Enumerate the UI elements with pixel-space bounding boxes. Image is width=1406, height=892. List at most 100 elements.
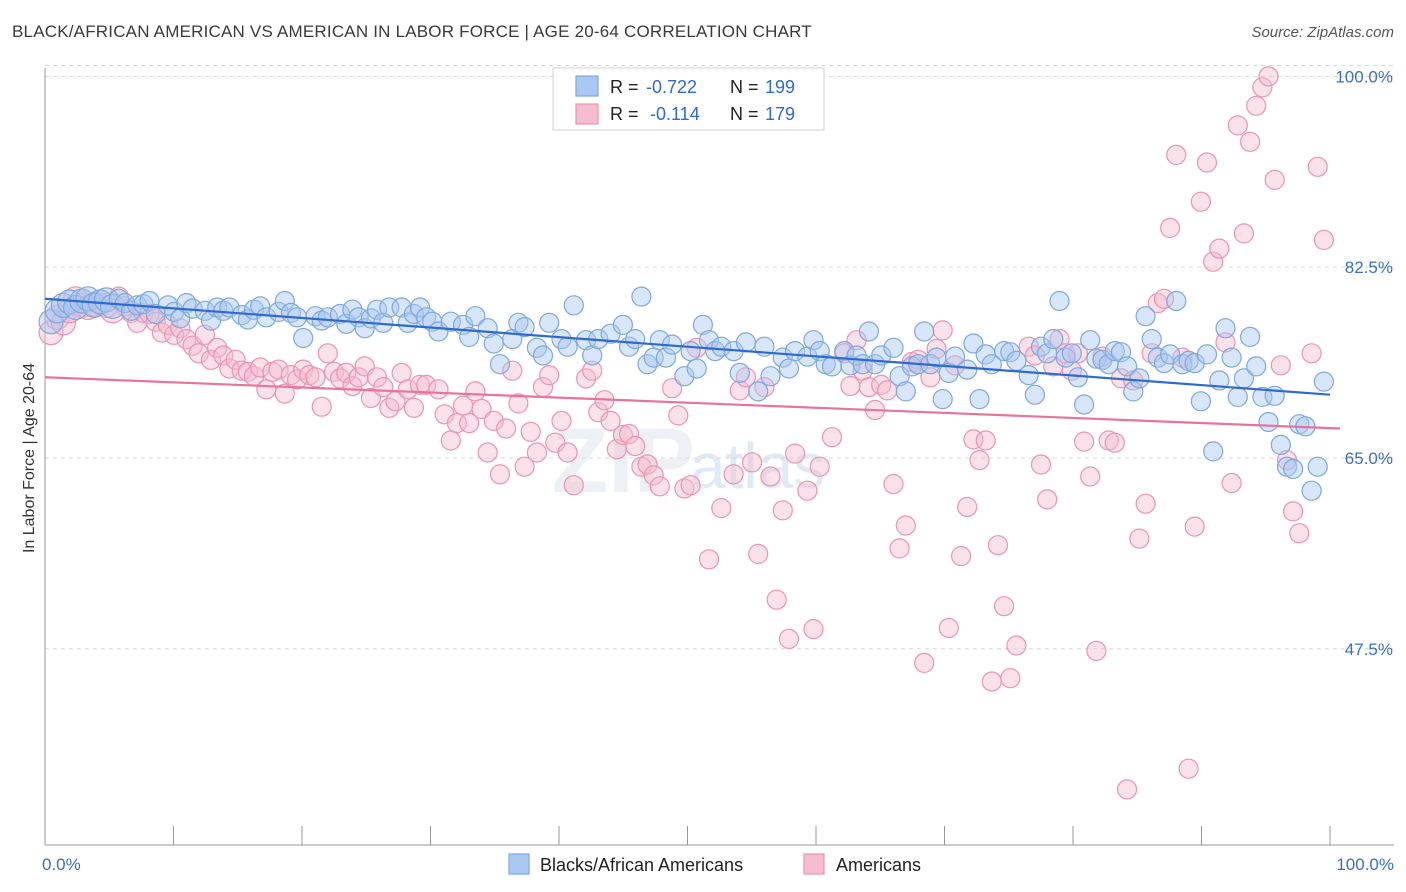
data-point xyxy=(1313,371,1335,392)
data-point xyxy=(1258,66,1279,87)
data-point xyxy=(625,329,646,350)
data-point xyxy=(1006,635,1027,656)
data-point xyxy=(477,442,498,463)
data-point xyxy=(1270,355,1291,376)
data-point xyxy=(514,456,535,477)
data-point xyxy=(1080,466,1101,487)
data-point xyxy=(957,496,978,518)
data-point xyxy=(539,365,560,386)
data-point xyxy=(625,435,646,457)
data-point xyxy=(914,652,935,674)
data-point xyxy=(932,389,953,410)
data-point xyxy=(1123,381,1144,402)
data-point xyxy=(766,589,787,610)
data-point xyxy=(821,356,843,377)
data-point xyxy=(649,476,670,497)
data-point xyxy=(1233,223,1255,244)
data-point xyxy=(1061,343,1082,364)
data-point xyxy=(821,427,843,448)
data-point xyxy=(409,297,431,318)
data-point xyxy=(274,290,295,312)
chart-title: BLACK/AFRICAN AMERICAN VS AMERICAN IN LA… xyxy=(12,22,812,41)
data-point xyxy=(188,343,209,364)
y-tick-label: 100.0% xyxy=(1335,67,1393,86)
data-point xyxy=(1215,332,1236,353)
data-point xyxy=(145,311,166,332)
legend-r-value-blue: -0.722 xyxy=(646,77,697,97)
data-point xyxy=(1135,493,1156,514)
data-point xyxy=(1282,458,1304,479)
data-point xyxy=(176,293,197,314)
legend-r-label-pink: R = xyxy=(610,104,639,124)
data-point xyxy=(797,480,818,501)
data-point xyxy=(661,378,683,399)
data-point xyxy=(557,442,578,463)
data-point xyxy=(483,410,504,431)
data-point xyxy=(778,358,800,379)
data-point xyxy=(508,393,529,414)
data-point xyxy=(600,410,621,431)
data-point xyxy=(809,456,830,477)
data-point xyxy=(748,543,769,565)
data-point xyxy=(1289,523,1310,544)
data-point xyxy=(471,398,492,419)
data-point xyxy=(729,362,750,383)
bottom-legend-label-blue: Blacks/African Americans xyxy=(540,855,743,875)
data-point xyxy=(317,343,338,364)
data-point xyxy=(366,299,388,320)
data-point xyxy=(502,360,523,381)
data-point xyxy=(1307,456,1328,477)
legend-r-value-pink: -0.114 xyxy=(650,104,700,124)
data-point xyxy=(698,549,720,570)
data-point xyxy=(256,379,277,400)
data-point xyxy=(1313,229,1335,250)
data-point xyxy=(735,332,757,353)
data-point xyxy=(496,418,517,439)
data-point xyxy=(1116,356,1138,377)
data-point xyxy=(563,475,584,496)
data-point xyxy=(440,430,461,451)
data-point xyxy=(741,452,763,473)
data-point xyxy=(1221,347,1242,368)
data-point xyxy=(1227,115,1248,136)
data-point xyxy=(1080,330,1101,351)
legend-swatch-pink xyxy=(575,103,599,125)
data-point xyxy=(1258,411,1279,433)
data-point xyxy=(1049,290,1070,312)
correlation-legend: R = -0.722 N = 199 R = -0.114 N = 179 xyxy=(552,67,825,131)
americans-points xyxy=(38,66,1335,800)
data-point xyxy=(1301,480,1322,501)
data-point xyxy=(311,396,332,417)
data-point xyxy=(1252,77,1273,98)
data-point xyxy=(305,367,326,388)
data-point xyxy=(557,336,578,357)
data-point xyxy=(256,307,277,328)
data-point xyxy=(686,358,707,379)
data-point xyxy=(760,366,781,387)
data-point xyxy=(1104,341,1125,362)
x-tick-labels: 0.0% 100.0% xyxy=(42,855,1394,874)
data-point xyxy=(1129,528,1150,549)
data-point xyxy=(403,397,424,418)
data-point xyxy=(582,360,603,381)
data-point xyxy=(871,374,892,395)
data-point xyxy=(225,349,246,370)
data-point xyxy=(895,515,916,536)
data-point xyxy=(993,596,1015,617)
y-axis-label: In Labor Force | Age 20-64 xyxy=(21,363,38,553)
data-point xyxy=(932,320,953,341)
data-point xyxy=(612,314,634,335)
legend-swatch-blue xyxy=(575,75,599,97)
data-point xyxy=(489,464,511,485)
data-point xyxy=(459,326,480,347)
data-point xyxy=(440,311,461,332)
y-tick-label: 82.5% xyxy=(1345,258,1393,277)
watermark-atlas: atlas xyxy=(690,430,825,502)
trend-line-americans xyxy=(44,376,1341,430)
data-point xyxy=(803,330,824,351)
data-point xyxy=(692,314,714,335)
data-point xyxy=(526,442,548,463)
data-point xyxy=(803,618,824,640)
data-point xyxy=(293,327,314,349)
